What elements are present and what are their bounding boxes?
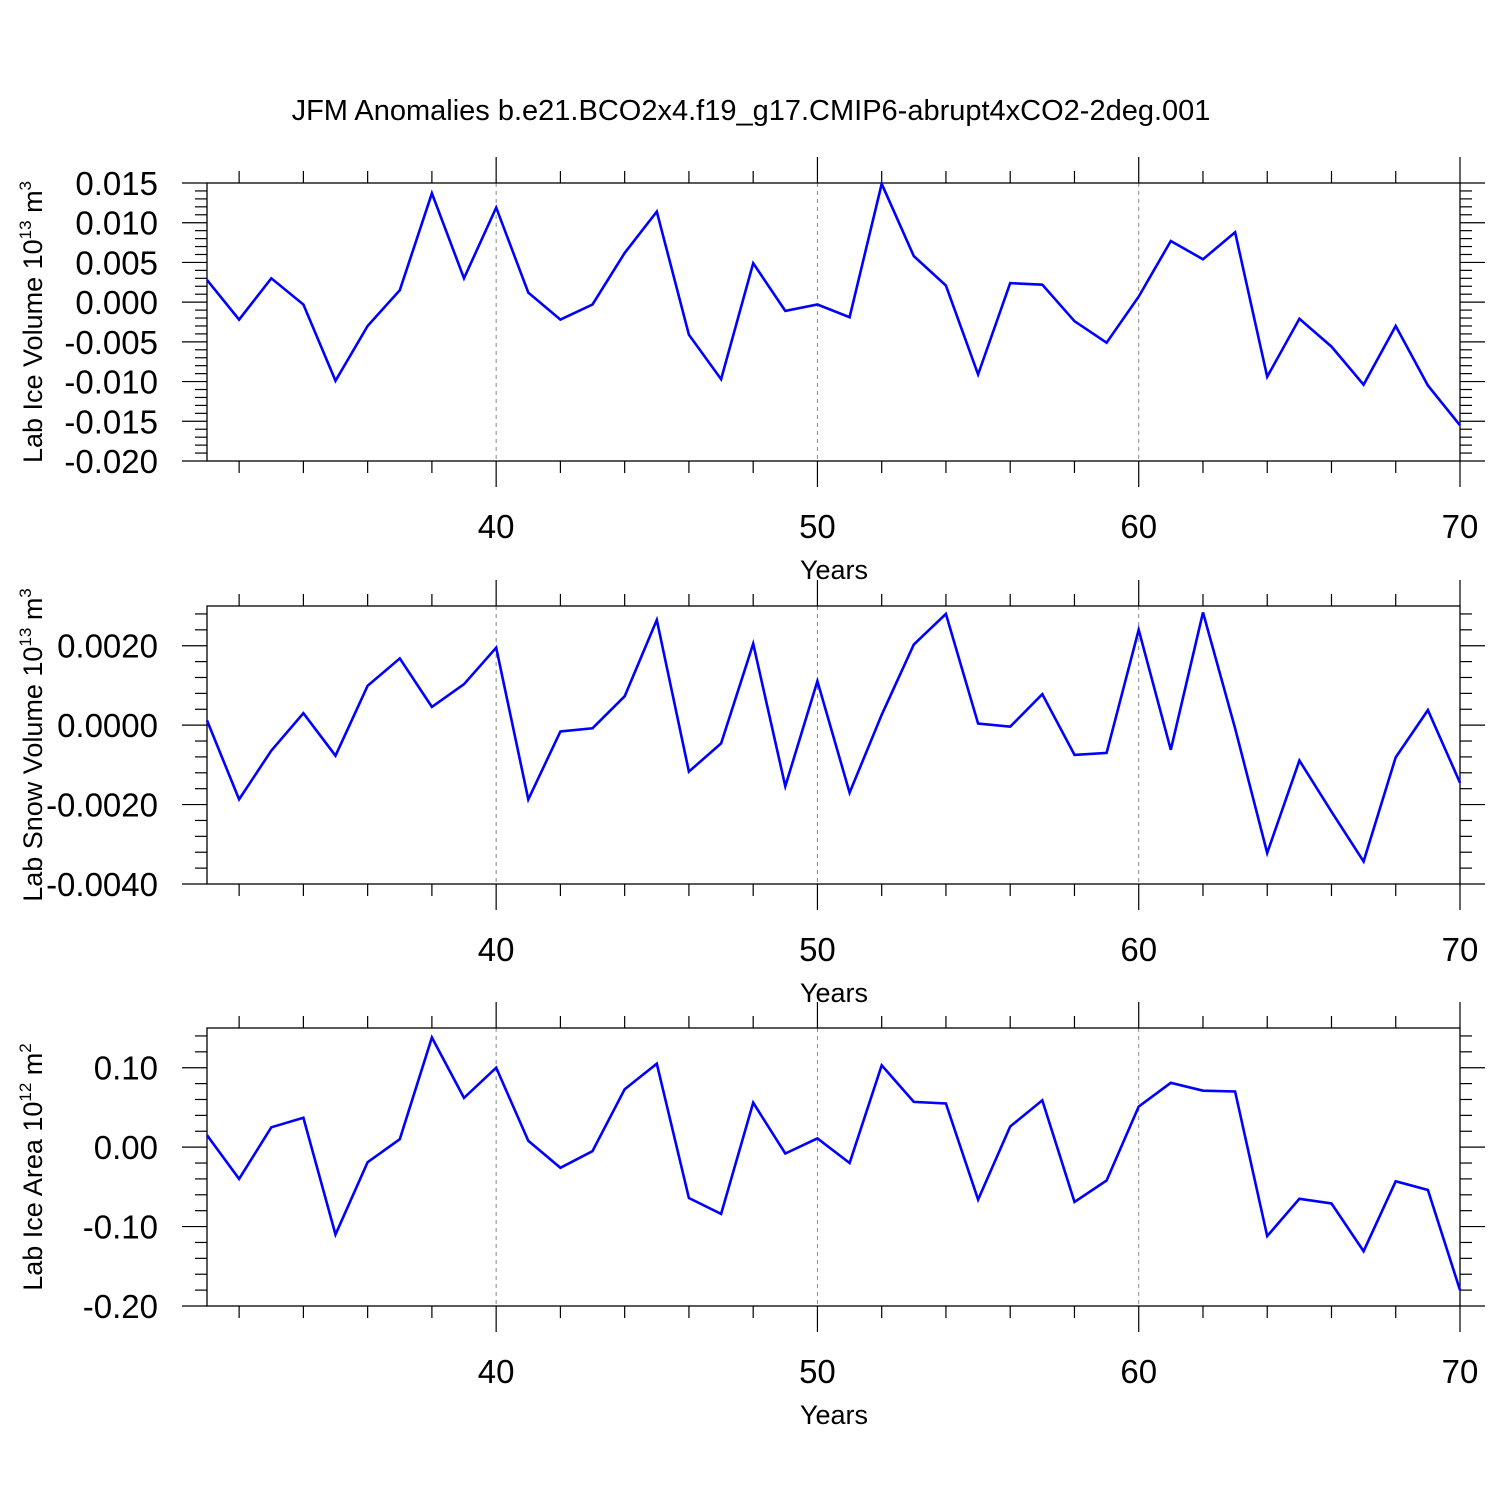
y-tick-label: 0.0020: [57, 628, 158, 665]
y-axis-title-unit: m: [18, 598, 48, 628]
y-tick-label: -0.020: [64, 443, 158, 480]
panel-3: 40 50 60 70 -0.20 -0.10 0.00 0.10 Years Lab Ice A…: [16, 1002, 1485, 1430]
plot-frame: [206, 605, 1461, 885]
x-tick-label: 70: [1442, 931, 1479, 968]
y-axis-title-unit: m: [18, 1053, 48, 1083]
x-tick-label: 60: [1120, 931, 1157, 968]
y-tick-label: 0.000: [75, 284, 158, 321]
y-axis-title: Lab Ice Area 1012 m2: [16, 1043, 48, 1291]
y-tick-label: 0.010: [75, 205, 158, 242]
y-tick-label: 0.005: [75, 244, 158, 281]
x-tick-label: 60: [1120, 1353, 1157, 1390]
x-tick-label: 70: [1442, 1353, 1479, 1390]
x-tick-label: 50: [799, 508, 836, 545]
panel-2: 40 50 60 70 -0.0040 -0.0020 0.0000 0.0020 Years L…: [16, 580, 1485, 1008]
series-line: [205, 179, 1462, 427]
y-tick-label: -0.10: [83, 1209, 158, 1246]
y-tick-label: 0.0000: [57, 707, 158, 744]
y-axis-title-exponent: 13: [16, 628, 35, 647]
y-tick-label: -0.0040: [46, 866, 158, 903]
x-axis-title: Years: [800, 1400, 868, 1430]
y-tick-label: -0.0020: [46, 787, 158, 824]
y-axis-title-unit-exponent: 3: [16, 181, 35, 190]
y-tick-label: -0.20: [83, 1288, 158, 1325]
y-tick-label: 0.00: [94, 1129, 158, 1166]
y-tick-label: -0.015: [64, 403, 158, 440]
y-axis-title-unit: m: [18, 190, 48, 220]
panels: 40 50 60 70-0.020-0.015-0.010-0.0050.0000.0…: [16, 157, 1485, 1430]
y-tick-label: 0.015: [75, 165, 158, 202]
x-tick-label: 50: [799, 1353, 836, 1390]
x-tick-label: 40: [478, 1353, 515, 1390]
y-axis-title-unit-exponent: 3: [16, 588, 35, 597]
y-tick-label: -0.005: [64, 324, 158, 361]
plot-frame: [206, 182, 1461, 462]
y-axis-title-text: Lab Ice Volume 10: [18, 239, 48, 463]
series-line: [205, 611, 1462, 865]
series-line: [205, 1034, 1462, 1291]
x-tick-label: 70: [1442, 508, 1479, 545]
x-tick-label: 50: [799, 931, 836, 968]
chart-title: JFM Anomalies b.e21.BCO2x4.f19_g17.CMIP6…: [292, 95, 1211, 127]
x-axis-title: Years: [800, 978, 868, 1008]
x-tick-label: 40: [478, 931, 515, 968]
y-axis-title: Lab Snow Volume 1013 m3: [16, 588, 48, 902]
y-axis-title-text: Lab Snow Volume 10: [18, 647, 48, 902]
plot-frame: [206, 1027, 1461, 1307]
y-axis-title-text: Lab Ice Area 10: [18, 1102, 48, 1291]
y-axis-title: Lab Ice Volume 1013 m3: [16, 181, 48, 463]
y-axis-title-unit-exponent: 2: [16, 1043, 35, 1052]
x-tick-label: 40: [478, 508, 515, 545]
panel-1: 40 50 60 70-0.020-0.015-0.010-0.0050.0000.0…: [16, 157, 1485, 585]
y-tick-label: -0.010: [64, 364, 158, 401]
y-axis-title-exponent: 13: [16, 220, 35, 239]
y-tick-label: 0.10: [94, 1050, 158, 1087]
x-axis-title: Years: [800, 555, 868, 585]
y-axis-title-exponent: 12: [16, 1083, 35, 1102]
x-tick-label: 60: [1120, 508, 1157, 545]
